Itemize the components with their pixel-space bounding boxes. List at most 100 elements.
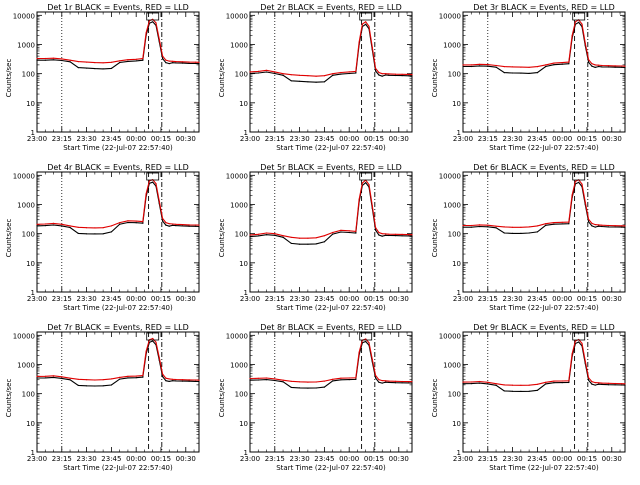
lld-series-line-point [188,379,190,381]
lld-series-line-point [385,380,387,382]
events-series-line-point [401,382,403,384]
lld-series-line-point [332,378,334,380]
y-axis-label: Counts/sec [431,59,439,98]
x-tick-label: 23:45 [314,455,334,463]
events-series-line-point [381,75,383,77]
x-tick-label: 23:15 [52,455,72,463]
events-series-line-point [536,389,539,391]
x-tick-label: 23:00 [453,455,473,463]
events-series-line-point [470,383,472,385]
x-tick-label: 23:30 [502,295,522,303]
lld-series-line-point [511,66,514,68]
lld-series-line-point [86,379,88,381]
lld-series-line-point [188,61,190,63]
events-series-line-point [162,220,164,222]
lld-series-line-point [162,217,164,220]
lld-series-line-point [168,378,170,380]
events-series-line-point [102,233,104,235]
peak-bracket-marker [359,172,373,181]
lld-series-line-point [195,379,197,381]
lld-series-line-point [181,224,184,226]
y-tick-label: 10000 [439,12,461,20]
lld-series-line-point [614,225,616,227]
events-series-line-point [307,243,309,245]
y-tick-label: 10000 [226,332,248,340]
events-series-line-point [378,234,380,236]
lld-series-line-point [561,380,563,382]
lld-series-line-point [348,377,350,379]
events-series-line-point [487,65,489,67]
panel-title: Det 3r BLACK = Events, RED = LLD [473,3,615,12]
events-series-line-point [162,376,164,378]
lld-series-line-point [520,226,522,228]
x-axis-label: Start Time (22-Jul-07 22:57:40) [276,144,386,152]
events-series-line-point [69,61,71,63]
x-tick-label: 00:30 [389,135,409,143]
events-series-line-point [487,383,489,385]
x-tick-label: 00:00 [339,135,359,143]
x-axis-label: Start Time (22-Jul-07 22:57:40) [276,304,386,312]
plot-frame [462,331,626,453]
lld-series-line-point [249,71,251,73]
events-series-line-point [172,224,174,226]
y-tick-label: 100 [235,391,248,399]
lld-series-line-point [574,21,577,23]
lld-series-line-point [478,63,481,65]
peak-bracket-marker [359,12,373,21]
x-tick-label: 00:00 [126,455,146,463]
lld-series-line-point [102,62,104,64]
lld-series-line-point [371,205,373,207]
lld-series-line [37,18,200,64]
lld-series-line-point [249,377,251,380]
events-series-line-point [142,222,144,224]
events-series-line-point [36,377,38,379]
events-series-line-point [503,232,505,234]
events-series-line-point [614,66,616,68]
x-axis-label: Start Time (22-Jul-07 22:57:40) [276,464,386,472]
events-series-line-point [385,74,387,76]
events-series-line-point [61,225,63,227]
events-series-line-point [135,377,137,379]
panel-title: Det 1r BLACK = Events, RED = LLD [47,3,189,12]
peak-bracket-marker [572,172,586,181]
lld-series-line-point [401,380,403,383]
y-axis-label: Counts/sec [5,219,13,258]
events-series-line-point [385,234,387,236]
lld-series-line-point [135,58,137,60]
x-tick-label: 23:45 [314,135,334,143]
events-series-line-point [142,59,144,61]
lld-series-line-point [290,74,292,76]
lld-series-line-point [355,70,357,72]
x-tick-label: 00:15 [577,295,597,303]
lld-series-line-point [168,223,170,225]
y-tick-label: 100 [22,231,35,239]
y-tick-label: 1 [244,129,248,137]
lld-series-line-point [528,226,530,228]
lld-series-line-point [323,75,325,77]
lld-series-line-point [188,224,190,226]
plot-frame [462,171,626,293]
events-series-line-point [181,62,184,64]
lld-series-line-point [574,180,577,182]
events-series-line-point [274,234,276,236]
x-tick-label: 23:45 [527,135,547,143]
lld-series-line-point [487,224,489,226]
peak-bracket-marker [146,12,160,21]
lld-series-line-point [299,381,301,383]
lld-series-line-point [365,21,367,23]
events-series-line-point [172,62,174,64]
events-series-line-point [568,63,570,65]
events-series-line-point [102,68,104,70]
x-axis-label: Start Time (22-Jul-07 22:57:40) [489,304,599,312]
events-series-line-point [598,65,600,68]
lld-series-line-point [162,373,164,375]
events-series-line-point [408,75,410,77]
events-series-line-point [188,62,190,64]
panel-2: Det 2r BLACK = Events, RED = LLD 1 10 100 10… [218,3,413,152]
lld-series-line-point [462,64,464,66]
lld-series-line-point [591,381,593,383]
y-tick-label: 1 [457,449,461,457]
lld-series-line-point [61,223,63,225]
events-series-line-point [401,75,403,77]
lld-series-line-point [594,382,596,384]
